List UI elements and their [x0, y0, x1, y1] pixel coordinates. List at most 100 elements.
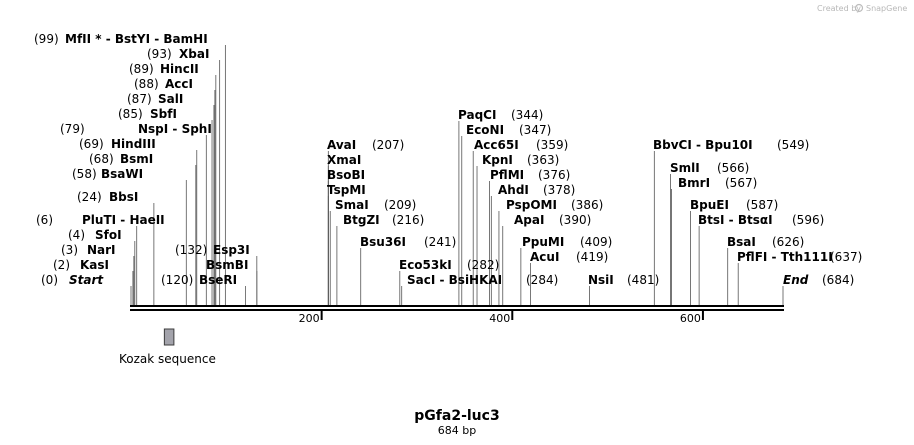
- site-name[interactable]: HincII: [160, 62, 199, 76]
- restriction-site[interactable]: AcuI (419): [530, 250, 608, 264]
- restriction-site[interactable]: BpuEI (587): [690, 198, 778, 212]
- site-name[interactable]: NsiI: [588, 273, 614, 287]
- site-name[interactable]: BmrI: [678, 176, 710, 190]
- site-name[interactable]: BbvCI - Bpu10I: [653, 138, 753, 152]
- site-name[interactable]: AcuI: [530, 250, 559, 264]
- restriction-site[interactable]: AccI (88): [134, 77, 193, 91]
- site-name[interactable]: KasI: [80, 258, 109, 272]
- restriction-site[interactable]: BsmI (68): [89, 152, 153, 166]
- restriction-site[interactable]: MfII * - BstYI - BamHI (99): [34, 32, 208, 46]
- restriction-site[interactable]: SmlI (566): [670, 161, 749, 175]
- site-name[interactable]: XbaI: [179, 47, 209, 61]
- site-name[interactable]: BpuEI: [690, 198, 729, 212]
- restriction-site[interactable]: End (684): [783, 273, 854, 287]
- site-name[interactable]: Bsu36I: [360, 235, 406, 249]
- restriction-site[interactable]: BbvCI - Bpu10I (549): [653, 138, 809, 152]
- site-name[interactable]: SalI: [158, 92, 183, 106]
- site-name[interactable]: Acc65I: [474, 138, 519, 152]
- feature-kozak-box[interactable]: [163, 328, 175, 346]
- restriction-site[interactable]: BmrI (567): [678, 176, 757, 190]
- site-name[interactable]: PpuMI: [522, 235, 564, 249]
- restriction-site[interactable]: XmaI: [327, 153, 361, 167]
- site-name[interactable]: Start: [69, 273, 104, 287]
- site-name[interactable]: SacI - BsiHKAI: [407, 273, 502, 287]
- restriction-site[interactable]: KpnI (363): [482, 153, 559, 167]
- restriction-site[interactable]: AvaI (207): [327, 138, 404, 152]
- restriction-site[interactable]: SmaI (209): [335, 198, 416, 212]
- site-name[interactable]: BsaI: [727, 235, 756, 249]
- restriction-site[interactable]: PluTI - HaeII (6): [36, 213, 165, 227]
- restriction-site[interactable]: PflMI (376): [490, 168, 570, 182]
- site-name[interactable]: PflFI - Tth111I: [737, 250, 833, 264]
- feature-kozak[interactable]: Kozak sequence: [119, 328, 216, 366]
- restriction-site[interactable]: TspMI: [327, 183, 366, 197]
- site-name[interactable]: Eco53kI: [399, 258, 452, 272]
- restriction-site[interactable]: ApaI (390): [514, 213, 591, 227]
- site-name[interactable]: Esp3I: [213, 243, 250, 257]
- site-name[interactable]: KpnI: [482, 153, 513, 167]
- site-name[interactable]: PaqCI: [458, 108, 496, 122]
- site-name[interactable]: PflMI: [490, 168, 524, 182]
- site-name[interactable]: MfII * - BstYI - BamHI: [65, 32, 208, 46]
- site-name[interactable]: SbfI: [150, 107, 177, 121]
- site-name[interactable]: AhdI: [498, 183, 529, 197]
- site-name[interactable]: End: [783, 273, 809, 287]
- restriction-site[interactable]: SfoI (4): [68, 228, 122, 242]
- site-name[interactable]: BsmI: [120, 152, 153, 166]
- restriction-site[interactable]: PpuMI (409): [522, 235, 612, 249]
- site-name[interactable]: SfoI: [95, 228, 122, 242]
- restriction-site[interactable]: BseRI (120): [161, 273, 237, 287]
- site-name[interactable]: BbsI: [109, 190, 138, 204]
- restriction-site[interactable]: HincII (89): [129, 62, 199, 76]
- restriction-site[interactable]: Start (0): [41, 273, 104, 287]
- site-name[interactable]: AccI: [165, 77, 193, 91]
- restriction-site[interactable]: SacI - BsiHKAI (284): [407, 273, 558, 287]
- site-name[interactable]: SmaI: [335, 198, 369, 212]
- site-name[interactable]: BsmBI: [206, 258, 248, 272]
- site-name[interactable]: PluTI - HaeII: [82, 213, 165, 227]
- restriction-site[interactable]: NarI (3): [61, 243, 116, 257]
- restriction-site[interactable]: PspOMI (386): [506, 198, 603, 212]
- site-name[interactable]: TspMI: [327, 183, 366, 197]
- site-name[interactable]: BseRI: [199, 273, 237, 287]
- site-position: (58): [72, 167, 97, 181]
- restriction-site[interactable]: PflFI - Tth111I(637): [737, 250, 862, 264]
- restriction-site[interactable]: BsaWI (58): [72, 167, 143, 181]
- site-name[interactable]: NspI - SphI: [138, 122, 212, 136]
- restriction-site[interactable]: SbfI (85): [118, 107, 177, 121]
- site-name[interactable]: BsoBI: [327, 168, 365, 182]
- restriction-site[interactable]: PaqCI (344): [458, 108, 543, 122]
- site-name[interactable]: BtgZI: [343, 213, 380, 227]
- site-name[interactable]: NarI: [87, 243, 116, 257]
- restriction-site[interactable]: BtsI - BtsαI (596): [698, 213, 824, 227]
- restriction-site[interactable]: HindIII (69): [79, 137, 156, 151]
- site-position: (2): [53, 258, 70, 272]
- restriction-site[interactable]: BtgZI (216): [343, 213, 424, 227]
- restriction-site[interactable]: NspI - SphI (79): [60, 122, 212, 136]
- restriction-site[interactable]: AhdI (378): [498, 183, 575, 197]
- site-name[interactable]: XmaI: [327, 153, 361, 167]
- restriction-site[interactable]: EcoNI (347): [466, 123, 551, 137]
- site-name[interactable]: AvaI: [327, 138, 356, 152]
- restriction-site[interactable]: BsmBI: [206, 258, 248, 272]
- restriction-site[interactable]: Bsu36I (241): [360, 235, 456, 249]
- backbone-bottom-strand: [130, 309, 784, 311]
- site-name[interactable]: ApaI: [514, 213, 544, 227]
- site-name[interactable]: HindIII: [111, 137, 156, 151]
- restriction-site[interactable]: BsaI (626): [727, 235, 804, 249]
- site-name[interactable]: EcoNI: [466, 123, 504, 137]
- restriction-site[interactable]: Esp3I (132): [175, 243, 250, 257]
- restriction-site[interactable]: Eco53kI (282): [399, 258, 499, 272]
- site-name[interactable]: SmlI: [670, 161, 700, 175]
- restriction-site[interactable]: BsoBI: [327, 168, 365, 182]
- restriction-site[interactable]: BbsI (24): [77, 190, 138, 204]
- site-name[interactable]: BsaWI: [101, 167, 143, 181]
- site-name[interactable]: BtsI - BtsαI: [698, 213, 773, 227]
- site-name[interactable]: PspOMI: [506, 198, 557, 212]
- site-position: (626): [772, 235, 804, 249]
- restriction-site[interactable]: SalI (87): [127, 92, 183, 106]
- restriction-site[interactable]: Acc65I (359): [474, 138, 568, 152]
- restriction-site[interactable]: XbaI (93): [147, 47, 209, 61]
- restriction-site[interactable]: NsiI (481): [588, 273, 659, 287]
- restriction-site[interactable]: KasI (2): [53, 258, 109, 272]
